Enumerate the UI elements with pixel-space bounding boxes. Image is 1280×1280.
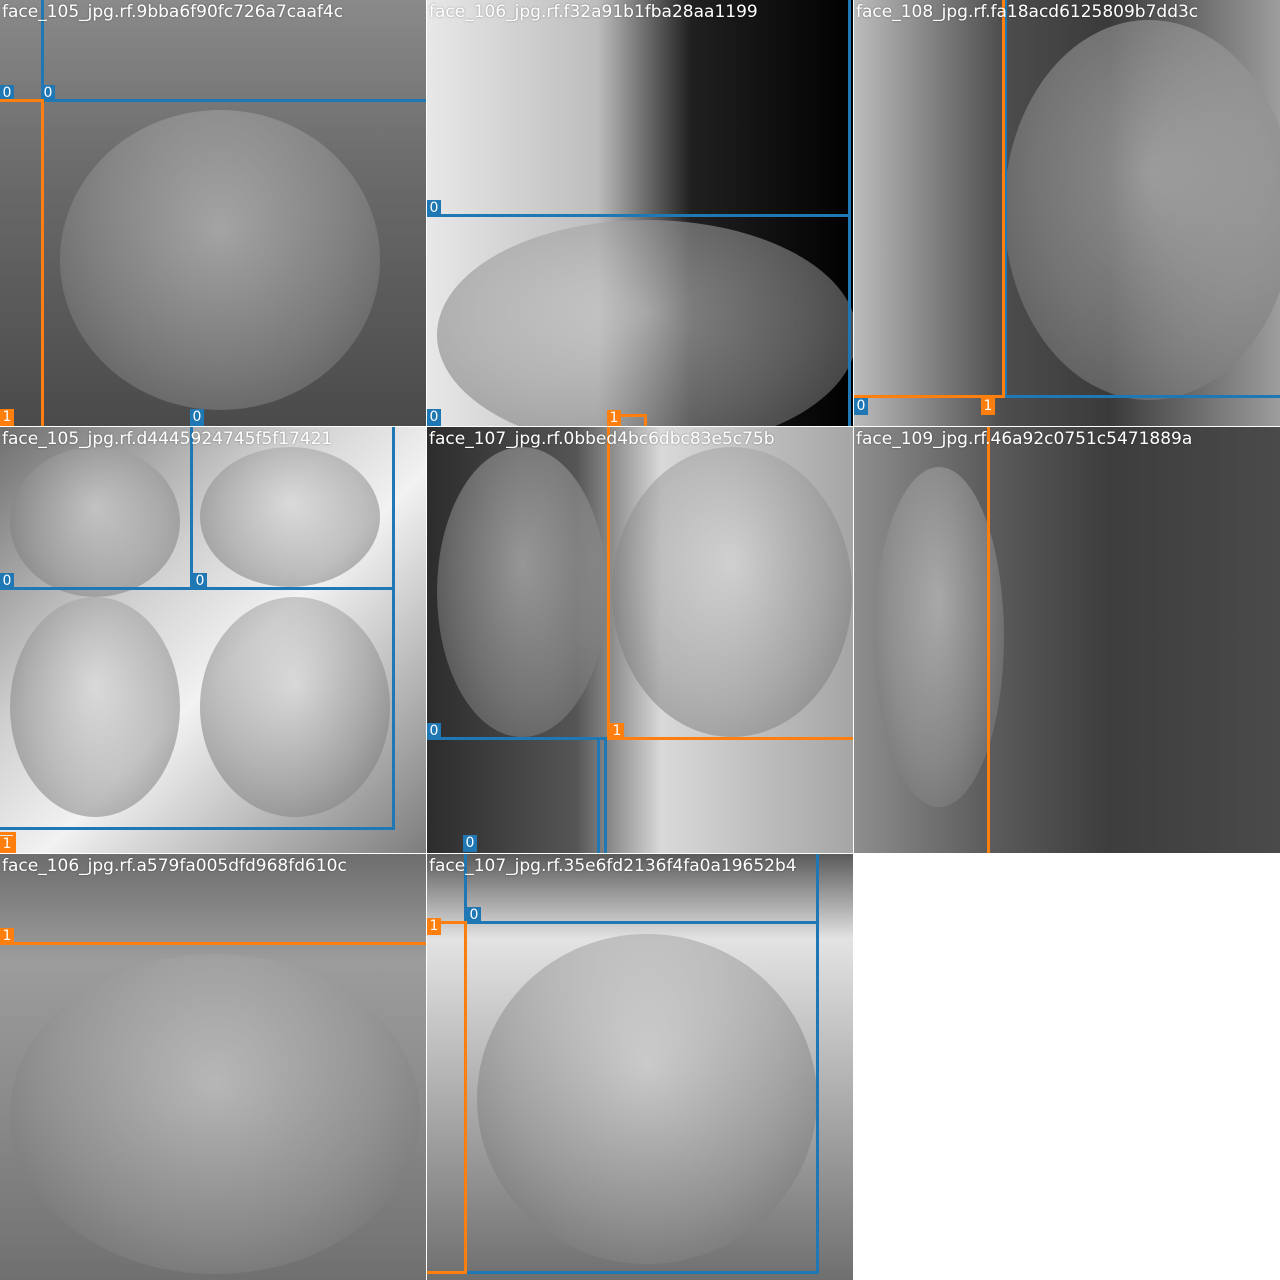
bbox-0 xyxy=(464,921,819,1274)
bbox-class-label: 0 xyxy=(193,573,207,590)
image-tile-4: face_105_jpg.rf.d4445924745f5f17421 0 0 … xyxy=(0,427,426,853)
face-region xyxy=(1004,20,1280,400)
face-region xyxy=(437,220,853,426)
image-tile-6: face_109_jpg.rf.46a92c0751c5471889a xyxy=(854,427,1280,853)
image-tile-8: face_107_jpg.rf.35e6fd2136f4fa0a19652b4 … xyxy=(427,854,853,1280)
bbox-1 xyxy=(987,427,1280,853)
bbox-class-label: 1 xyxy=(610,723,624,740)
tile-title: face_106_jpg.rf.f32a91b1fba28aa1199 xyxy=(429,2,758,22)
image-tile-3: face_108_jpg.rf.fa18acd6125809b7dd3c 0 1 xyxy=(854,0,1280,426)
bbox-class-label: 0 xyxy=(463,835,477,852)
bbox-0 xyxy=(0,587,395,830)
bbox-class-label: 0 xyxy=(41,85,55,102)
image-tile-7: face_106_jpg.rf.a579fa005dfd968fd610c 1 xyxy=(0,854,426,1280)
bbox-1: 1 xyxy=(0,99,44,426)
empty-grid-cell xyxy=(854,854,1280,1280)
bbox-1: 1 xyxy=(854,0,1005,415)
face-region xyxy=(10,447,180,597)
bbox-class-label: 0 xyxy=(190,409,204,426)
bbox-class-label: 0 xyxy=(427,723,441,740)
bbox-0 xyxy=(597,737,607,853)
image-tile-2: face_106_jpg.rf.f32a91b1fba28aa1199 0 0 … xyxy=(427,0,853,426)
tile-title: face_106_jpg.rf.a579fa005dfd968fd610c xyxy=(2,856,347,876)
bbox-1: 1 xyxy=(427,918,467,1274)
tile-title: face_108_jpg.rf.fa18acd6125809b7dd3c xyxy=(856,2,1199,22)
bbox-0: 0 xyxy=(427,0,851,217)
bbox-class-label: 1 xyxy=(981,398,995,415)
bbox-class-label: 1 xyxy=(0,836,14,853)
bbox-1: 1 xyxy=(0,854,426,945)
bbox-class-label: 0 xyxy=(427,200,441,217)
bbox-class-label: 0 xyxy=(467,907,481,924)
tile-title: face_107_jpg.rf.0bbed4bc6dbc83e5c75b xyxy=(429,429,775,449)
bbox-class-label: 1 xyxy=(607,410,621,426)
bbox-class-label: 0 xyxy=(854,398,868,415)
tile-title: face_105_jpg.rf.d4445924745f5f17421 xyxy=(2,429,333,449)
bbox-0: 0 xyxy=(41,99,426,426)
face-region xyxy=(874,467,1004,807)
image-tile-5: face_107_jpg.rf.0bbed4bc6dbc83e5c75b 0 1… xyxy=(427,427,853,853)
bbox-0: 0 xyxy=(0,427,193,590)
tile-title: face_109_jpg.rf.46a92c0751c5471889a xyxy=(856,429,1193,449)
face-region xyxy=(200,597,390,817)
tile-title: face_105_jpg.rf.9bba6f90fc726a7caaf4c xyxy=(2,2,344,22)
face-region xyxy=(437,447,607,737)
bbox-class-label: 0 xyxy=(427,409,441,426)
face-region xyxy=(60,110,380,410)
bbox-0: 0 xyxy=(427,737,600,853)
face-region xyxy=(10,597,180,817)
bbox-0: 0 xyxy=(427,214,851,426)
face-region xyxy=(10,954,420,1274)
image-tile-1: face_105_jpg.rf.9bba6f90fc726a7caaf4c 0 … xyxy=(0,0,426,426)
bbox-class-label: 1 xyxy=(0,409,14,426)
bbox-0: 0 xyxy=(190,427,395,590)
bbox-1: 1 xyxy=(0,832,16,853)
tile-title: face_107_jpg.rf.35e6fd2136f4fa0a19652b4 xyxy=(429,856,797,876)
face-region xyxy=(477,934,817,1264)
bbox-1: 1 xyxy=(607,427,853,740)
face-region xyxy=(612,447,852,737)
bbox-1: 1 xyxy=(607,410,647,426)
bbox-class-label: 0 xyxy=(0,85,14,102)
bbox-class-label: 1 xyxy=(427,918,441,935)
bbox-class-label: 1 xyxy=(0,928,14,945)
bbox-0: 0 xyxy=(854,0,1280,415)
bbox-0: 0 xyxy=(427,427,610,740)
bbox-class-label: 0 xyxy=(0,573,14,590)
face-region xyxy=(200,447,380,587)
